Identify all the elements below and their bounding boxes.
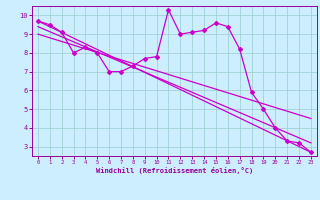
X-axis label: Windchill (Refroidissement éolien,°C): Windchill (Refroidissement éolien,°C): [96, 167, 253, 174]
